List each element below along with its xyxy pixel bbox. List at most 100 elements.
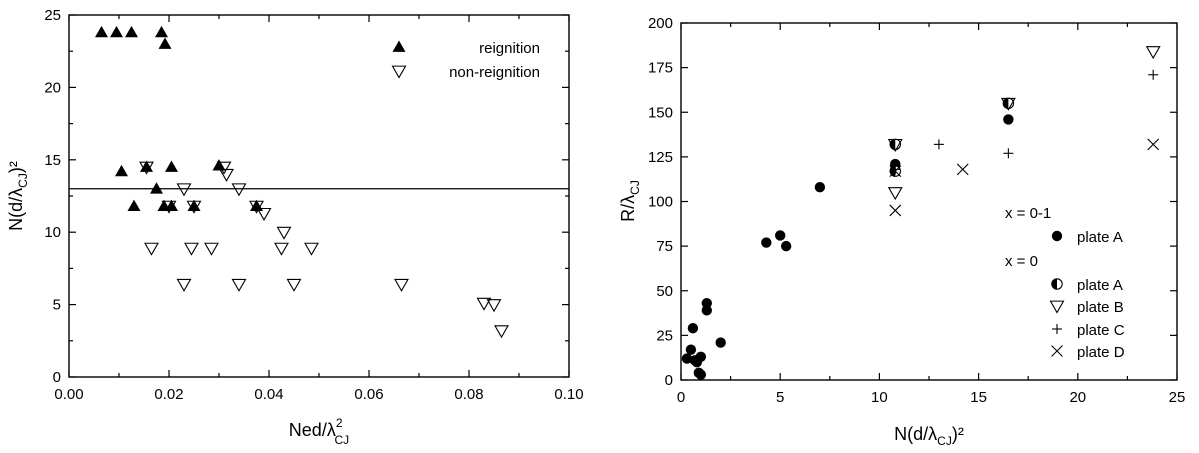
legend-marker-plate-d [1051,345,1063,357]
point-reignition [155,25,168,38]
point-reignition [165,160,178,172]
point-plate-a-x-0-1 [701,298,712,309]
point-non-reignition [176,278,192,292]
point-plate-a-x-0-1 [1003,114,1014,125]
y-tick-label: 15 [44,152,61,169]
point-plate-c-x-0 [1003,148,1014,159]
x-tick-label: 0 [677,389,685,406]
point-plate-a-x-0-1 [685,344,697,355]
point-reignition [95,25,108,38]
point-non-reignition [476,297,492,311]
legend-marker-plate-b [1049,300,1065,314]
legend-label-plate-b: plate B [1077,299,1124,316]
left-axis-ticks: 0.00 0.02 0.04 0.06 0.08 0.10 0 5 10 15 20 25 [44,7,583,403]
point-reignition [140,160,153,172]
point-plate-d-x-0 [1147,138,1160,151]
x-tick-label: 0.06 [354,386,383,403]
point-reignition [110,25,123,38]
y-tick-label: 20 [44,79,61,96]
point-plate-d-x-0 [956,163,969,176]
right-y-axis-label: R/λCJ [618,180,642,222]
point-reignition [187,199,201,212]
legend-marker-plate-a [1051,278,1063,290]
point-plate-a-x-0-1 [695,369,707,380]
point-non-reignition [219,168,234,182]
point-non-reignition [139,161,154,175]
x-tick-label: 0.00 [54,386,83,403]
point-reignition [115,164,128,177]
point-plate-a-x-0-1 [695,351,707,362]
point-non-reignition [184,242,199,256]
point-reignition [125,25,138,38]
point-non-reignition [256,207,272,221]
point-non-reignition [161,200,177,214]
legend-group-x-0-1: x = 0-1 [1005,205,1051,222]
point-non-reignition [144,242,159,256]
legend-label-plate-d: plate D [1077,344,1125,361]
right-chart-panel: 0 5 10 15 20 25 0 25 50 75 100 125 150 175 200 x = 0-1… [618,15,1185,448]
point-plate-b-x-0 [1145,46,1161,60]
x-tick-label: 0.02 [154,386,183,403]
point-plate-c-x-0 [1148,69,1159,80]
x-tick-label: 0.04 [254,386,283,403]
point-plate-b-x-0 [887,187,903,201]
x-tick-label: 5 [776,389,784,406]
point-non-reignition [276,226,292,240]
legend-group-x-0: x = 0 [1005,253,1038,270]
legend-label-non-reignition: non-reignition [449,64,540,81]
point-non-reignition [204,242,219,256]
y-tick-label: 25 [44,7,61,24]
y-tick-label: 125 [648,149,673,166]
y-tick-label: 10 [44,224,61,241]
point-plate-b-x-0 [887,138,903,152]
y-tick-label: 100 [648,194,673,211]
y-tick-label: 0 [53,369,61,386]
point-non-reignition [304,242,319,256]
point-non-reignition [249,200,264,214]
legend-label-plate-a-x0: plate A [1077,277,1123,294]
point-plate-a-x-0-1 [715,337,726,348]
legend-marker-plate-c [1052,324,1062,334]
left-chart-panel: 0.00 0.02 0.04 0.06 0.08 0.10 0 5 10 15 20 25 reign… [6,7,584,447]
legend-marker-non-reignition [391,65,407,79]
point-plate-c-x-0 [890,164,901,175]
point-plate-b-x-0 [1000,97,1016,111]
left-x-axis-label: Ned/λ2 CJ [289,416,349,447]
y-tick-label: 200 [648,15,673,32]
point-reignition [150,182,163,194]
left-data-marks [95,25,509,339]
point-non-reignition [394,278,409,292]
point-reignition [158,37,172,49]
y-tick-label: 0 [665,372,673,389]
right-axis-ticks: 0 5 10 15 20 25 0 25 50 75 100 125 150 175 200 [648,15,1185,406]
right-data-marks [681,46,1161,380]
point-non-reignition [186,200,202,214]
x-tick-label: 20 [1069,389,1086,406]
x-tick-label: 0.08 [454,386,483,403]
legend-label-plate-a-x01: plate A [1077,229,1123,246]
point-non-reignition [231,183,247,197]
x-tick-label: 10 [871,389,888,406]
point-reignition [165,199,178,212]
x-tick-label: 0.10 [554,386,583,403]
y-tick-label: 150 [648,104,673,121]
point-plate-a-x-0-1 [761,237,772,248]
x-tick-label: 25 [1169,389,1186,406]
y-tick-label: 75 [656,238,673,255]
legend-marker-reignition [392,40,406,52]
point-plate-a-x-0-1 [701,305,712,316]
y-tick-label: 175 [648,60,673,77]
y-tick-label: 5 [53,297,61,314]
right-x-axis-label: N(d/λCJ)² [894,424,964,448]
point-plate-c-x-0 [933,139,944,150]
point-plate-d-x-0 [889,204,902,217]
right-legend: x = 0-1 plate A x = 0 plate A plate B pl… [1005,205,1125,361]
point-plate-a-x-0-1 [775,230,786,241]
point-non-reignition [216,161,232,175]
point-reignition [127,199,141,212]
point-non-reignition [231,278,247,292]
point-non-reignition [494,325,509,339]
x-tick-label: 15 [970,389,987,406]
legend-label-reignition: reignition [479,40,540,57]
